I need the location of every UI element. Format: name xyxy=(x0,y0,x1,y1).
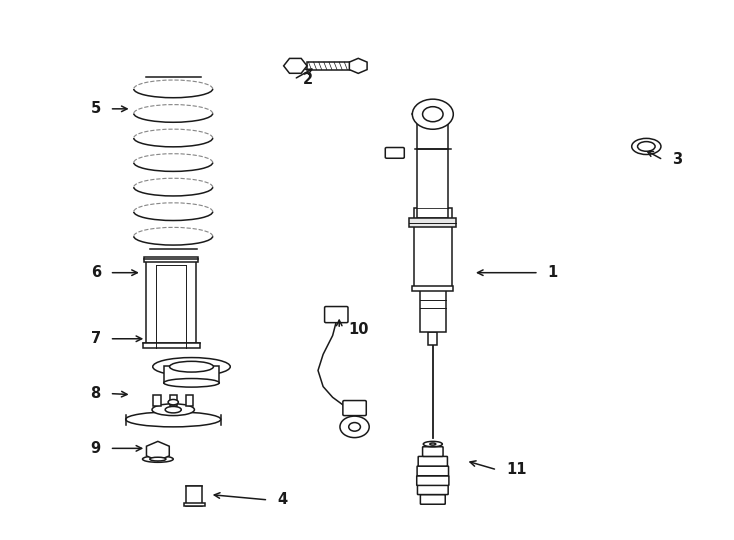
Text: 9: 9 xyxy=(91,441,101,456)
Text: 7: 7 xyxy=(91,331,101,346)
Circle shape xyxy=(349,423,360,431)
Polygon shape xyxy=(147,441,170,461)
FancyBboxPatch shape xyxy=(343,401,366,416)
Ellipse shape xyxy=(164,379,219,387)
FancyBboxPatch shape xyxy=(324,307,348,322)
Polygon shape xyxy=(349,58,367,73)
Text: 11: 11 xyxy=(506,462,526,477)
FancyBboxPatch shape xyxy=(417,476,449,485)
Text: 10: 10 xyxy=(348,322,368,336)
Ellipse shape xyxy=(152,404,195,416)
Circle shape xyxy=(413,99,454,129)
Text: 4: 4 xyxy=(277,492,287,508)
Bar xyxy=(144,257,198,262)
Ellipse shape xyxy=(170,361,214,372)
Text: 8: 8 xyxy=(90,386,101,401)
Bar xyxy=(413,286,454,292)
Bar xyxy=(186,486,203,507)
Bar xyxy=(153,395,161,407)
Bar xyxy=(414,208,452,289)
Text: 2: 2 xyxy=(302,72,313,87)
Bar xyxy=(142,342,200,348)
Circle shape xyxy=(340,416,369,437)
Ellipse shape xyxy=(165,407,181,413)
Ellipse shape xyxy=(430,443,436,445)
Ellipse shape xyxy=(142,456,173,462)
Ellipse shape xyxy=(632,138,661,154)
Bar xyxy=(184,503,205,507)
Ellipse shape xyxy=(126,412,221,427)
Polygon shape xyxy=(283,58,307,73)
Bar xyxy=(170,395,177,407)
Bar xyxy=(186,395,193,407)
FancyBboxPatch shape xyxy=(418,485,448,495)
Bar xyxy=(164,366,219,383)
Bar xyxy=(429,332,437,345)
FancyBboxPatch shape xyxy=(417,466,448,476)
Text: 6: 6 xyxy=(91,265,101,280)
Text: 1: 1 xyxy=(548,265,558,280)
Text: 5: 5 xyxy=(90,102,101,116)
Bar xyxy=(418,148,448,218)
FancyBboxPatch shape xyxy=(418,456,448,466)
FancyBboxPatch shape xyxy=(421,495,446,504)
Ellipse shape xyxy=(638,141,655,151)
FancyBboxPatch shape xyxy=(385,147,404,158)
Bar xyxy=(410,218,457,227)
Ellipse shape xyxy=(150,457,166,461)
Text: 3: 3 xyxy=(672,152,682,167)
Ellipse shape xyxy=(168,400,178,405)
Circle shape xyxy=(423,107,443,122)
Bar xyxy=(420,289,446,332)
FancyBboxPatch shape xyxy=(423,447,443,456)
Ellipse shape xyxy=(153,357,230,376)
Ellipse shape xyxy=(424,441,443,447)
Bar xyxy=(307,62,352,70)
